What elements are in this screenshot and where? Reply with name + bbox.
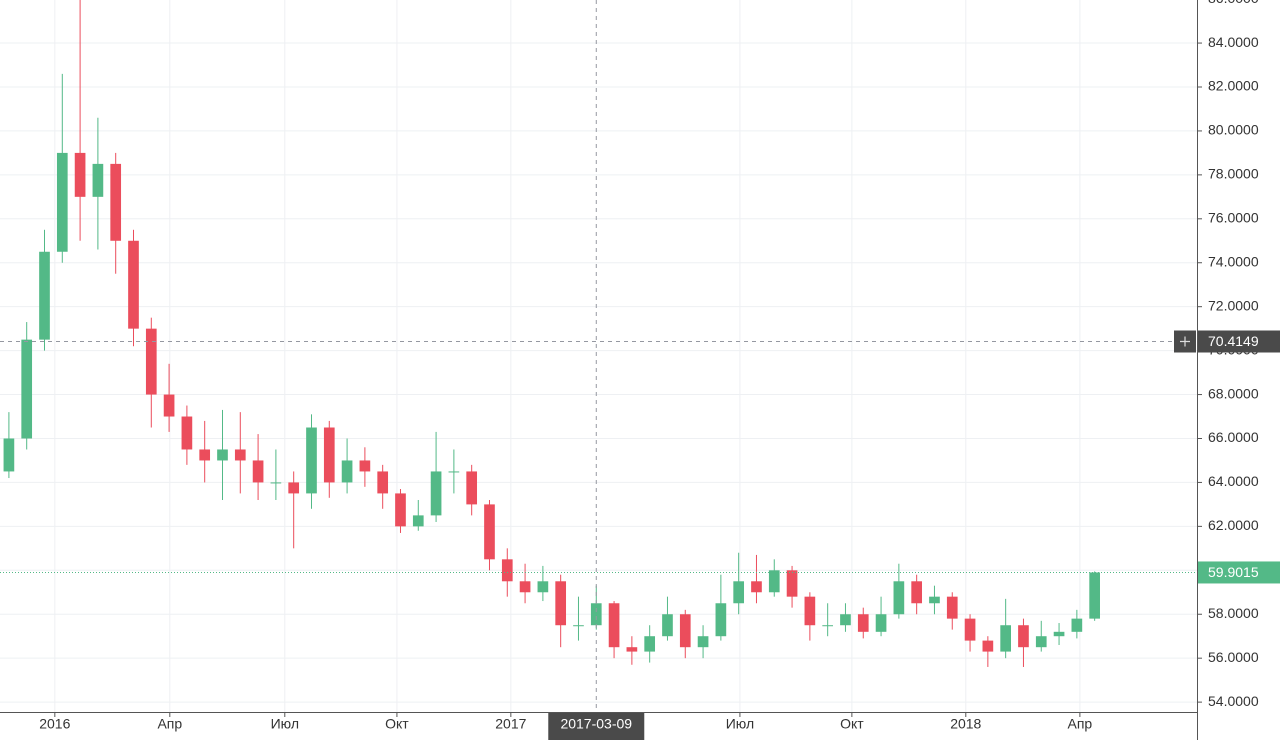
candle-body bbox=[1035, 636, 1047, 648]
candle-body bbox=[3, 438, 15, 472]
candle-body bbox=[768, 570, 780, 593]
last-price-box bbox=[1198, 561, 1280, 584]
x-tick-label: 2017 bbox=[495, 716, 526, 732]
x-tick-label: Окт bbox=[385, 716, 409, 732]
candle-body bbox=[840, 614, 851, 626]
candle-body bbox=[484, 504, 495, 560]
candle-body bbox=[1089, 572, 1100, 619]
y-tick-label: 84.0000 bbox=[1208, 34, 1259, 50]
y-tick-label: 64.0000 bbox=[1208, 473, 1259, 489]
candle-body bbox=[715, 603, 727, 637]
candle-body bbox=[537, 581, 549, 593]
candle-body bbox=[911, 581, 923, 604]
x-tick-label: Апр bbox=[1068, 716, 1093, 732]
x-tick-label: Окт bbox=[840, 716, 864, 732]
candle-body bbox=[359, 460, 371, 472]
y-tick-label: 54.0000 bbox=[1208, 693, 1259, 709]
candle-body bbox=[466, 471, 478, 505]
candle-body bbox=[128, 240, 139, 329]
price-axis-bg bbox=[1197, 0, 1280, 740]
candle-body bbox=[1018, 625, 1029, 648]
candle-body bbox=[145, 328, 157, 395]
candle-body bbox=[573, 625, 584, 627]
crosshair-x-label: 2017-03-09 bbox=[560, 716, 632, 732]
candle-body bbox=[74, 152, 86, 197]
candle-body bbox=[377, 471, 389, 494]
x-tick-label: 2016 bbox=[39, 716, 70, 732]
y-tick-label: 58.0000 bbox=[1208, 605, 1259, 621]
y-tick-label: 82.0000 bbox=[1208, 78, 1259, 94]
candle-body bbox=[21, 339, 33, 439]
x-tick-label: Июл bbox=[271, 716, 299, 732]
candle-body bbox=[893, 581, 905, 615]
candle-body bbox=[822, 625, 834, 627]
candle-body bbox=[608, 603, 620, 648]
candle-body bbox=[875, 614, 887, 632]
crosshair-plus-icon bbox=[1180, 336, 1190, 347]
candle-body bbox=[448, 471, 460, 473]
candle-body bbox=[341, 460, 353, 483]
candle-body bbox=[217, 449, 228, 461]
candle-body bbox=[252, 460, 264, 483]
candle-body bbox=[964, 618, 976, 641]
candle-body bbox=[1071, 618, 1083, 632]
candle-body bbox=[751, 581, 762, 593]
candle-body bbox=[199, 449, 211, 461]
candle-body bbox=[857, 614, 869, 632]
candle-body bbox=[804, 596, 816, 626]
candle-body bbox=[430, 471, 442, 516]
crosshair-x-box bbox=[548, 713, 645, 740]
candle-body bbox=[395, 493, 406, 527]
y-tick-label: 68.0000 bbox=[1208, 385, 1259, 401]
candle-body bbox=[662, 614, 673, 637]
x-tick-label: Апр bbox=[157, 716, 182, 732]
candle-body bbox=[786, 570, 798, 597]
candle-body bbox=[288, 482, 300, 494]
x-tick-label: Июл bbox=[726, 716, 754, 732]
candle-body bbox=[39, 251, 50, 340]
candle-body bbox=[323, 427, 335, 483]
candle-body bbox=[697, 636, 709, 648]
candle-body bbox=[56, 152, 68, 252]
y-tick-label: 56.0000 bbox=[1208, 649, 1259, 665]
candle-body bbox=[92, 163, 104, 197]
y-tick-label: 76.0000 bbox=[1208, 210, 1259, 226]
candle-body bbox=[626, 647, 638, 652]
candle-body bbox=[555, 581, 567, 626]
y-tick-label: 78.0000 bbox=[1208, 166, 1259, 182]
candle-body bbox=[306, 427, 317, 494]
y-tick-label: 72.0000 bbox=[1208, 297, 1259, 313]
y-tick-label: 62.0000 bbox=[1208, 517, 1259, 533]
candle-body bbox=[1053, 631, 1065, 637]
crosshair-y-box bbox=[1198, 330, 1280, 353]
y-tick-label: 86.0000 bbox=[1208, 0, 1259, 6]
candle-body bbox=[946, 596, 958, 619]
candle-body bbox=[163, 394, 175, 417]
candle-body bbox=[982, 640, 994, 652]
crosshair-y-label: 70.4149 bbox=[1208, 333, 1259, 349]
candle-body bbox=[412, 515, 424, 527]
candle-body bbox=[679, 614, 691, 648]
candle-body bbox=[519, 581, 531, 593]
candle-body bbox=[181, 416, 193, 450]
candle-body bbox=[234, 449, 246, 461]
candle-body bbox=[270, 482, 282, 484]
y-tick-label: 74.0000 bbox=[1208, 253, 1259, 269]
last-price-label: 59.9015 bbox=[1208, 564, 1259, 580]
candle-body bbox=[110, 163, 122, 241]
x-tick-label: 2018 bbox=[950, 716, 981, 732]
candle-body bbox=[644, 636, 656, 652]
candle-body bbox=[733, 581, 745, 604]
candle-body bbox=[501, 559, 513, 582]
candle-body bbox=[929, 596, 940, 604]
candle-body bbox=[590, 603, 602, 626]
y-tick-label: 80.0000 bbox=[1208, 122, 1259, 138]
candle-body bbox=[1000, 625, 1011, 652]
y-tick-label: 66.0000 bbox=[1208, 429, 1259, 445]
